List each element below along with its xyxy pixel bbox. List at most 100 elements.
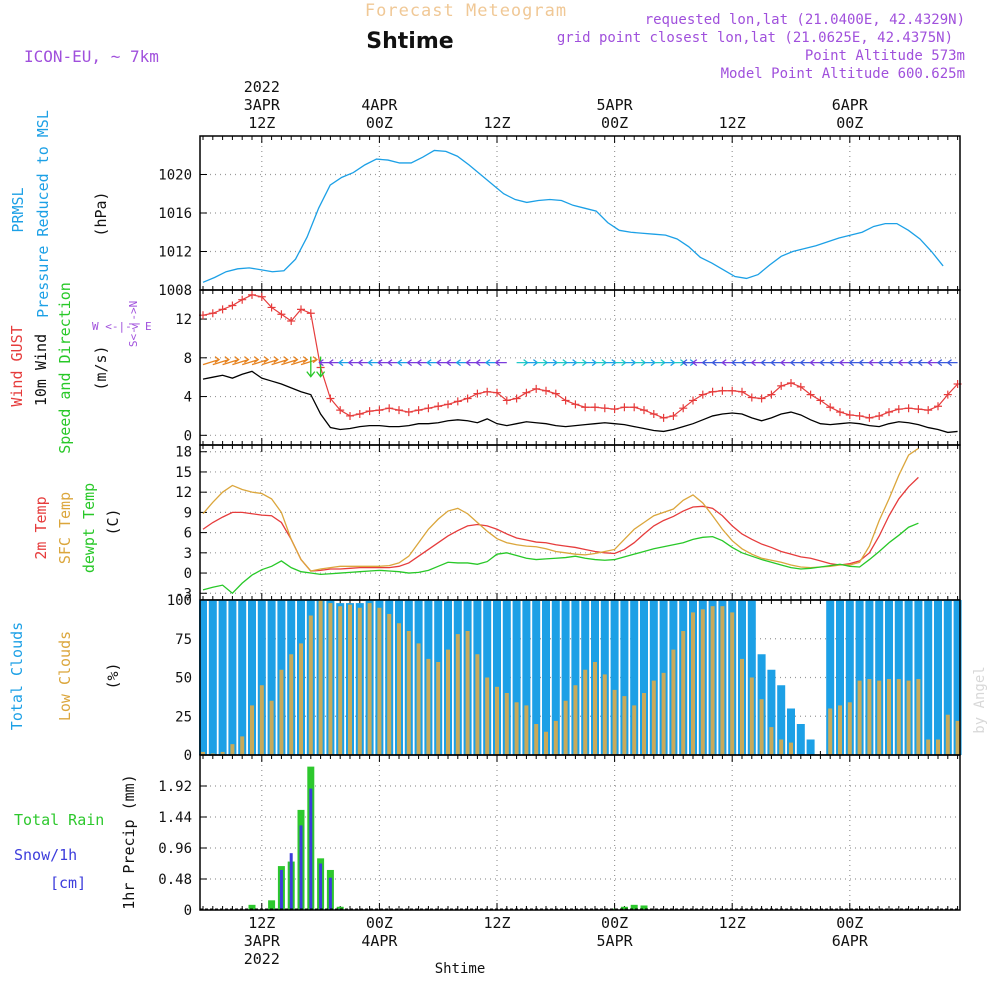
y-tick-label: 15 xyxy=(175,465,192,481)
low-cloud-bar xyxy=(661,672,666,755)
total-cloud-bar xyxy=(953,600,962,755)
y-tick-label: 25 xyxy=(175,709,192,725)
y-tick-label: 1020 xyxy=(158,168,192,184)
wind-arrow xyxy=(897,359,909,367)
gust-point xyxy=(404,408,413,417)
low-cloud-bar xyxy=(583,669,588,755)
total-cloud-bar xyxy=(865,600,874,755)
wind-compass-we: W <-|-> E xyxy=(92,320,152,333)
low-cloud-bar xyxy=(681,631,686,755)
low-cloud-bar xyxy=(436,662,441,755)
total-cloud-bar xyxy=(904,600,913,755)
low-cloud-bar xyxy=(847,702,852,755)
total-cloud-bar xyxy=(875,600,884,755)
total-cloud-bar xyxy=(640,600,648,755)
low-cloud-bar xyxy=(710,606,715,755)
gust-point xyxy=(649,410,658,418)
gust-point xyxy=(885,408,893,417)
gust-point xyxy=(532,384,541,393)
gust-point xyxy=(787,379,795,387)
gust-point xyxy=(502,396,511,405)
time-axis-bottom-label: 2022 xyxy=(244,950,280,968)
low-cloud-bar xyxy=(279,669,284,755)
time-axis-top-label: 12Z xyxy=(248,114,275,132)
y-tick-label: 0 xyxy=(184,428,192,444)
wind-arrow xyxy=(868,359,880,367)
time-axis-top-label: 2022 xyxy=(244,78,280,96)
low-cloud-bar xyxy=(867,679,872,755)
wind-arrow xyxy=(291,356,309,366)
label-temp-unit: (C) xyxy=(104,508,122,535)
wind-arrow xyxy=(946,359,958,367)
header-point-alt: Point Altitude 573m xyxy=(805,48,965,64)
time-axis-bottom-label: 5APR xyxy=(597,932,634,950)
low-cloud-bar xyxy=(357,607,362,755)
low-cloud-bar xyxy=(328,603,333,755)
low-cloud-bar xyxy=(240,736,245,755)
label-precip-axis: 1hr Precip (mm) xyxy=(120,774,138,909)
wind-arrow xyxy=(740,359,752,367)
wind-arrow xyxy=(575,359,588,367)
rain-bar xyxy=(336,906,344,910)
gust-point xyxy=(561,396,570,405)
y-tick-label: 8 xyxy=(184,351,192,367)
gust-point xyxy=(659,413,668,422)
low-cloud-bar xyxy=(720,606,725,755)
y-tick-label: 100 xyxy=(167,593,192,609)
y-tick-label: 1012 xyxy=(158,245,192,261)
wind-arrow xyxy=(251,356,270,366)
label-wind-gust: Wind GUST xyxy=(8,325,26,406)
low-cloud-bar xyxy=(642,693,646,755)
low-cloud-bar xyxy=(220,751,225,755)
time-axis-top-label: 00Z xyxy=(601,114,628,132)
wind-arrow xyxy=(858,359,870,367)
time-axis-top-label: 12Z xyxy=(483,114,510,132)
total-cloud-bar xyxy=(610,600,619,755)
wind-arrow xyxy=(681,359,693,367)
total-cloud-bar xyxy=(836,600,844,755)
wind-arrow xyxy=(585,359,598,367)
wind-arrow xyxy=(848,359,860,367)
gust-point xyxy=(414,406,423,415)
total-cloud-bar xyxy=(522,600,531,755)
gust-point xyxy=(326,394,335,403)
wind-arrow xyxy=(828,359,840,367)
low-cloud-bar xyxy=(926,739,931,755)
series-sfc-line xyxy=(202,447,919,572)
low-cloud-bar xyxy=(338,606,343,755)
gust-point xyxy=(640,406,648,415)
low-cloud-bar xyxy=(514,702,519,755)
label-sfc-temp: SFC Temp xyxy=(56,492,74,564)
total-cloud-bar xyxy=(238,600,247,755)
low-cloud-bar xyxy=(671,649,676,755)
total-cloud-bar xyxy=(796,724,805,755)
header-model-alt: Model Point Altitude 600.625m xyxy=(721,66,965,82)
y-tick-label: 0.48 xyxy=(158,872,192,888)
total-cloud-bar xyxy=(787,708,795,755)
low-cloud-bar xyxy=(877,680,882,755)
low-cloud-bar xyxy=(945,714,950,755)
gust-point xyxy=(836,408,844,417)
total-cloud-bar xyxy=(885,600,893,755)
low-cloud-bar xyxy=(916,679,921,755)
wind-arrow xyxy=(819,359,831,367)
total-cloud-bar xyxy=(649,600,658,755)
gust-point xyxy=(698,390,707,399)
total-cloud-bar xyxy=(894,600,903,755)
low-cloud-bar xyxy=(828,708,833,755)
gust-point xyxy=(757,394,766,403)
total-cloud-bar xyxy=(532,600,541,755)
total-cloud-bar xyxy=(914,600,923,755)
total-cloud-bar xyxy=(806,739,815,755)
gust-point xyxy=(806,390,815,399)
low-cloud-bar xyxy=(406,631,411,755)
gust-point xyxy=(385,404,394,413)
gust-point xyxy=(738,387,746,396)
low-cloud-bar xyxy=(524,705,529,755)
total-cloud-bar xyxy=(267,600,276,755)
header-location: Shtime xyxy=(366,29,453,54)
rain-bar xyxy=(620,906,628,910)
time-axis-bottom-label: 00Z xyxy=(601,914,628,932)
